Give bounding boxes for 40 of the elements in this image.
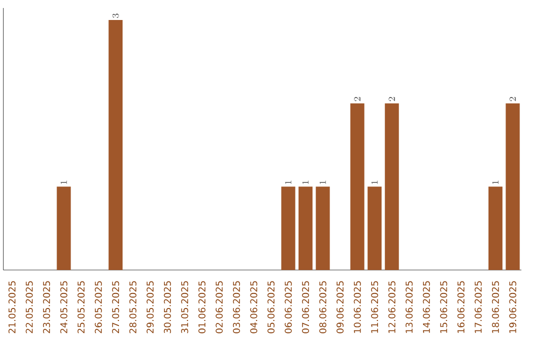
data-label: 2 xyxy=(354,97,360,102)
x-tick-label: 09.06.2025 xyxy=(336,281,344,334)
x-tick-label: 16.06.2025 xyxy=(457,281,464,333)
x-tick-label: 06.06.2025 xyxy=(284,281,292,334)
x-tick-label: 04.06.2025 xyxy=(250,281,258,334)
data-label: 3 xyxy=(112,14,119,18)
data-label: 2 xyxy=(388,97,395,102)
x-tick-label: 17.06.2025 xyxy=(474,281,482,333)
x-tick-label: 10.06.2025 xyxy=(354,281,361,333)
x-tick-label: 22.05.2025 xyxy=(26,281,33,334)
x-tick-label: 23.05.2025 xyxy=(43,281,50,334)
x-tick-label: 12.06.2025 xyxy=(388,281,396,333)
x-tick-label: 03.06.2025 xyxy=(232,281,240,334)
x-tick-label: 29.05.2025 xyxy=(146,281,154,334)
data-label: 1 xyxy=(60,180,67,184)
x-tick-label: 11.06.2025 xyxy=(371,281,378,333)
data-label: 1 xyxy=(285,180,292,184)
x-tick-label: 02.06.2025 xyxy=(216,281,223,334)
x-tick-label: 24.05.2025 xyxy=(60,281,68,334)
data-label: 1 xyxy=(320,180,326,184)
x-tick-label: 07.06.2025 xyxy=(302,281,310,334)
x-tick-label: 05.06.2025 xyxy=(267,281,275,334)
x-tick-label: 26.05.2025 xyxy=(94,281,102,334)
x-tick-label: 30.05.2025 xyxy=(164,281,171,334)
x-tick-label: 25.05.2025 xyxy=(78,281,85,334)
x-tick-label: 21.05.2025 xyxy=(8,281,16,334)
x-tick-label: 01.06.2025 xyxy=(198,281,206,334)
x-tick-label: 27.05.2025 xyxy=(112,281,120,334)
x-tick-label: 19.06.2025 xyxy=(509,281,516,333)
x-tick-label: 28.05.2025 xyxy=(129,281,136,334)
x-tick-label: 14.06.2025 xyxy=(422,281,430,333)
x-tick-label: 31.05.2025 xyxy=(181,281,188,334)
x-tick-label: 13.06.2025 xyxy=(406,281,413,333)
x-tick-label: 08.06.2025 xyxy=(319,281,326,334)
data-label: 1 xyxy=(492,180,498,184)
x-tick-label: 18.06.2025 xyxy=(492,281,499,333)
data-label: 1 xyxy=(302,180,309,184)
x-tick-label: 15.06.2025 xyxy=(440,281,448,333)
data-label: 2 xyxy=(510,97,516,102)
data-label: 1 xyxy=(371,180,378,184)
